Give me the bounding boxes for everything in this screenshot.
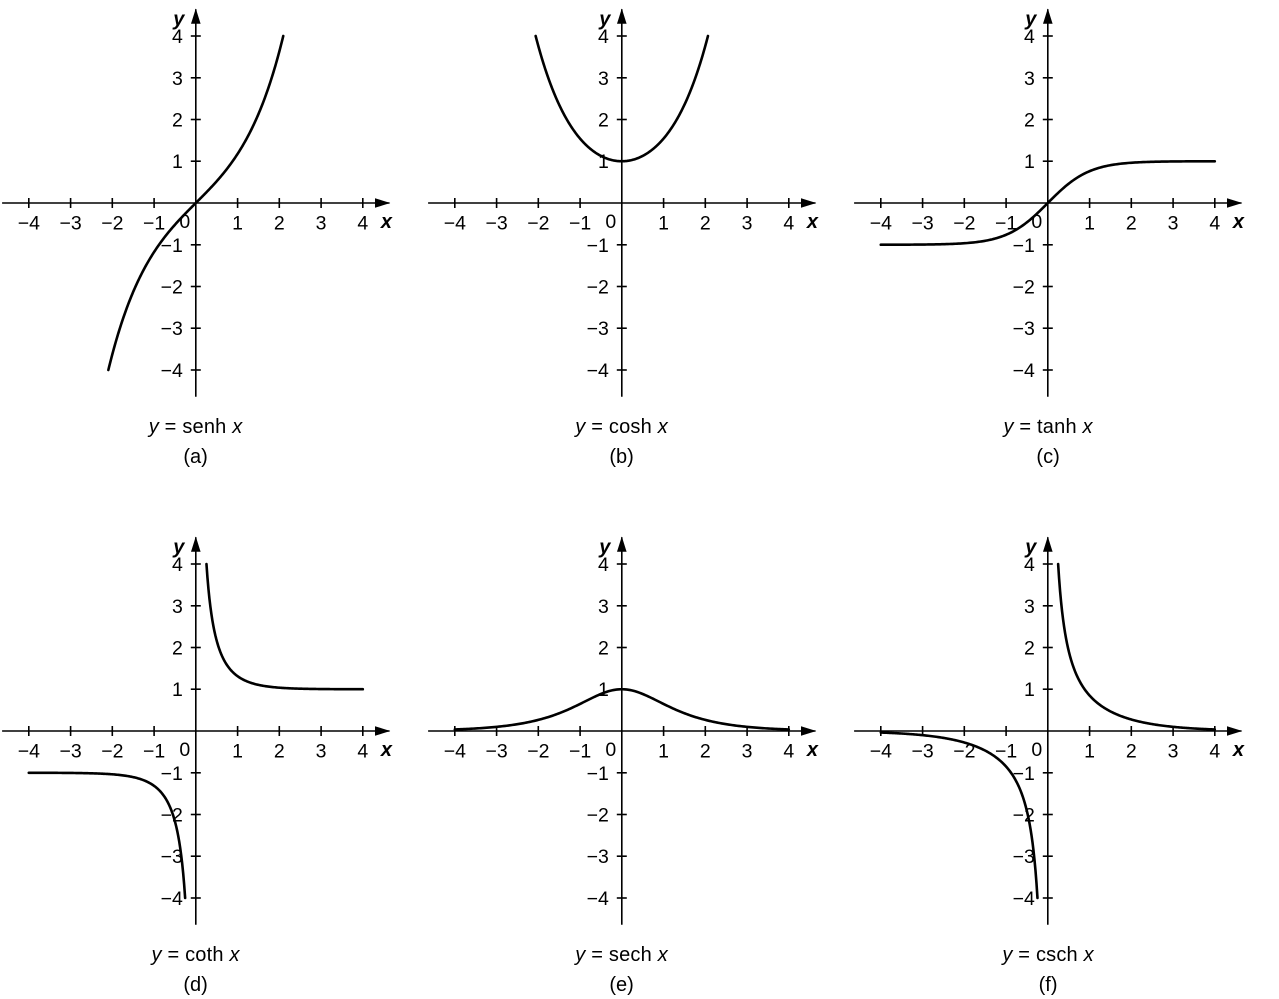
- svg-text:1: 1: [658, 212, 669, 234]
- svg-text:−2: −2: [527, 212, 549, 234]
- svg-text:x: x: [1232, 211, 1245, 233]
- svg-text:−4: −4: [870, 212, 892, 234]
- svg-text:4: 4: [783, 740, 794, 762]
- svg-text:y: y: [172, 536, 185, 558]
- svg-text:−3: −3: [912, 740, 934, 762]
- svg-text:3: 3: [172, 596, 183, 618]
- svg-text:0: 0: [605, 211, 616, 233]
- svg-text:−3: −3: [485, 740, 507, 762]
- svg-text:−1: −1: [586, 763, 608, 785]
- svg-text:−4: −4: [586, 360, 608, 382]
- svg-text:2: 2: [172, 638, 183, 660]
- svg-text:x: x: [380, 211, 393, 233]
- svg-text:3: 3: [1168, 740, 1179, 762]
- svg-text:−3: −3: [1013, 318, 1035, 340]
- svg-text:1: 1: [232, 212, 243, 234]
- svg-text:2: 2: [1024, 638, 1035, 660]
- svg-text:x: x: [806, 739, 819, 761]
- svg-text:−2: −2: [160, 276, 182, 298]
- svg-text:1: 1: [658, 740, 669, 762]
- svg-text:−4: −4: [160, 360, 182, 382]
- svg-text:3: 3: [316, 212, 327, 234]
- svg-text:−4: −4: [586, 888, 608, 910]
- svg-text:−2: −2: [586, 276, 608, 298]
- svg-text:3: 3: [598, 596, 609, 618]
- svg-text:2: 2: [700, 740, 711, 762]
- svg-text:x: x: [380, 739, 393, 761]
- svg-text:3: 3: [316, 740, 327, 762]
- svg-text:1: 1: [232, 740, 243, 762]
- svg-text:−3: −3: [59, 740, 81, 762]
- svg-text:y: y: [598, 536, 611, 558]
- svg-text:y: y: [172, 8, 185, 30]
- svg-text:−2: −2: [101, 740, 123, 762]
- svg-text:0: 0: [605, 739, 616, 761]
- svg-text:−4: −4: [18, 212, 40, 234]
- svg-text:1: 1: [172, 151, 183, 173]
- svg-text:−3: −3: [912, 212, 934, 234]
- svg-text:−2: −2: [1013, 804, 1035, 826]
- svg-text:−3: −3: [160, 318, 182, 340]
- svg-text:2: 2: [700, 212, 711, 234]
- svg-text:4: 4: [1210, 212, 1221, 234]
- svg-text:−3: −3: [1013, 846, 1035, 868]
- svg-text:x: x: [806, 211, 819, 233]
- svg-text:−4: −4: [160, 888, 182, 910]
- svg-text:1: 1: [1085, 740, 1096, 762]
- svg-text:0: 0: [1032, 739, 1043, 761]
- svg-text:2: 2: [172, 110, 183, 132]
- svg-text:−1: −1: [143, 212, 165, 234]
- svg-text:−4: −4: [870, 740, 892, 762]
- svg-text:−3: −3: [59, 212, 81, 234]
- svg-text:2: 2: [274, 740, 285, 762]
- svg-text:−4: −4: [1013, 888, 1035, 910]
- svg-text:4: 4: [357, 212, 368, 234]
- svg-text:2: 2: [1024, 110, 1035, 132]
- svg-text:4: 4: [783, 212, 794, 234]
- svg-text:4: 4: [357, 740, 368, 762]
- svg-text:1: 1: [1085, 212, 1096, 234]
- svg-text:2: 2: [1126, 740, 1137, 762]
- svg-text:2: 2: [274, 212, 285, 234]
- svg-text:−1: −1: [569, 740, 591, 762]
- svg-text:x: x: [1232, 739, 1245, 761]
- svg-text:−2: −2: [1013, 276, 1035, 298]
- svg-text:−2: −2: [954, 212, 976, 234]
- svg-text:−1: −1: [586, 235, 608, 257]
- svg-text:−4: −4: [18, 740, 40, 762]
- svg-text:3: 3: [1024, 596, 1035, 618]
- svg-text:3: 3: [598, 68, 609, 90]
- svg-text:2: 2: [598, 638, 609, 660]
- svg-text:−2: −2: [101, 212, 123, 234]
- svg-text:−1: −1: [160, 763, 182, 785]
- svg-text:0: 0: [179, 739, 190, 761]
- svg-text:−2: −2: [527, 740, 549, 762]
- svg-text:−2: −2: [586, 804, 608, 826]
- svg-text:−3: −3: [485, 212, 507, 234]
- svg-text:4: 4: [1210, 740, 1221, 762]
- svg-text:y: y: [1025, 536, 1038, 558]
- svg-text:−1: −1: [1013, 235, 1035, 257]
- svg-text:−4: −4: [1013, 360, 1035, 382]
- svg-text:2: 2: [598, 110, 609, 132]
- svg-text:−4: −4: [444, 740, 466, 762]
- svg-text:3: 3: [1024, 68, 1035, 90]
- svg-text:−3: −3: [586, 318, 608, 340]
- svg-text:3: 3: [1168, 212, 1179, 234]
- svg-text:y: y: [1025, 8, 1038, 30]
- svg-text:3: 3: [742, 740, 753, 762]
- svg-text:1: 1: [1024, 679, 1035, 701]
- svg-text:−1: −1: [143, 740, 165, 762]
- svg-text:1: 1: [172, 679, 183, 701]
- svg-text:−1: −1: [569, 212, 591, 234]
- svg-text:−3: −3: [586, 846, 608, 868]
- svg-text:3: 3: [172, 68, 183, 90]
- svg-text:1: 1: [598, 679, 609, 701]
- svg-text:1: 1: [1024, 151, 1035, 173]
- svg-text:2: 2: [1126, 212, 1137, 234]
- svg-text:3: 3: [742, 212, 753, 234]
- svg-text:y: y: [598, 8, 611, 30]
- svg-text:−4: −4: [444, 212, 466, 234]
